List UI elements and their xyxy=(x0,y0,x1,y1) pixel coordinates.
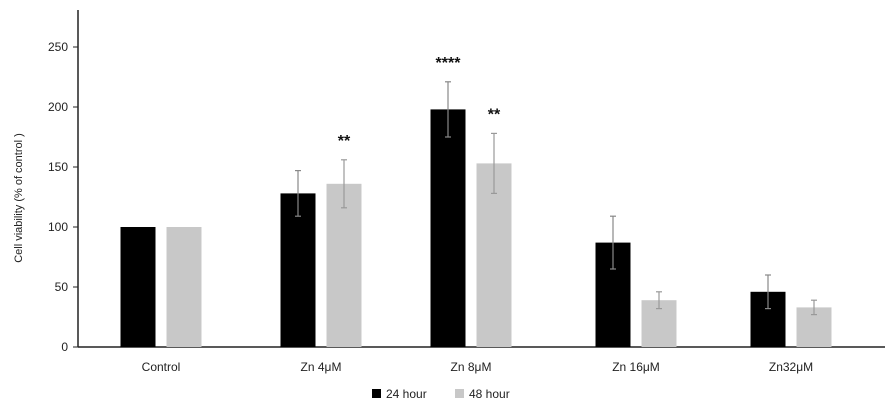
x-tick-label: Zn 8μM xyxy=(451,360,492,374)
significance-markers: ******** xyxy=(338,55,501,150)
legend-swatch xyxy=(372,389,381,398)
y-tick-label: 150 xyxy=(48,160,68,174)
y-axis-ticks: 0 50 100 150 200 250 xyxy=(48,40,78,354)
x-axis-categories: Control Zn 4μM Zn 8μM Zn 16μM Zn32μM xyxy=(142,360,813,374)
y-tick-label: 200 xyxy=(48,100,68,114)
y-tick-label: 250 xyxy=(48,40,68,54)
legend-label: 24 hour xyxy=(386,387,427,401)
significance-label: **** xyxy=(436,55,462,72)
x-tick-label: Zn 16μM xyxy=(612,360,660,374)
bar xyxy=(280,193,316,347)
bar-series xyxy=(120,109,832,348)
legend-swatch xyxy=(455,389,464,398)
x-tick-label: Zn32μM xyxy=(769,360,813,374)
y-tick-label: 0 xyxy=(61,340,68,354)
bar xyxy=(476,163,512,347)
bar xyxy=(326,183,362,347)
bar xyxy=(430,109,466,348)
x-tick-label: Zn 4μM xyxy=(301,360,342,374)
bar xyxy=(166,227,202,347)
significance-label: ** xyxy=(338,133,351,150)
y-axis-label: Cell viability (% of control ) xyxy=(13,133,25,263)
y-tick-label: 100 xyxy=(48,220,68,234)
significance-label: ** xyxy=(488,106,501,123)
legend-label: 48 hour xyxy=(469,387,510,401)
error-bars xyxy=(295,81,817,316)
bar xyxy=(120,227,156,347)
legend: 24 hour 48 hour xyxy=(372,387,510,401)
x-tick-label: Control xyxy=(142,360,181,374)
y-tick-label: 50 xyxy=(55,280,69,294)
